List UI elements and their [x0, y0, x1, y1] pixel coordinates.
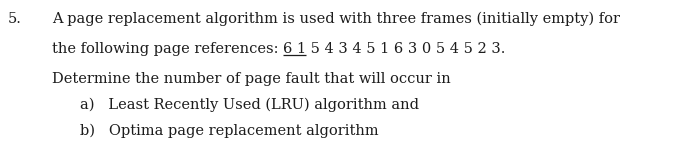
Text: 5 4 3 4 5 1 6 3 0 5 4 5 2 3.: 5 4 3 4 5 1 6 3 0 5 4 5 2 3. [306, 42, 506, 56]
Text: A page replacement algorithm is used with three frames (initially empty) for: A page replacement algorithm is used wit… [52, 12, 620, 26]
Text: 6 1: 6 1 [283, 42, 306, 56]
Text: b)   Optima page replacement algorithm: b) Optima page replacement algorithm [80, 124, 379, 138]
Text: 5.: 5. [8, 12, 22, 26]
Text: Determine the number of page fault that will occur in: Determine the number of page fault that … [52, 72, 451, 86]
Text: a)   Least Recently Used (LRU) algorithm and: a) Least Recently Used (LRU) algorithm a… [80, 98, 419, 112]
Text: the following page references:: the following page references: [52, 42, 283, 56]
